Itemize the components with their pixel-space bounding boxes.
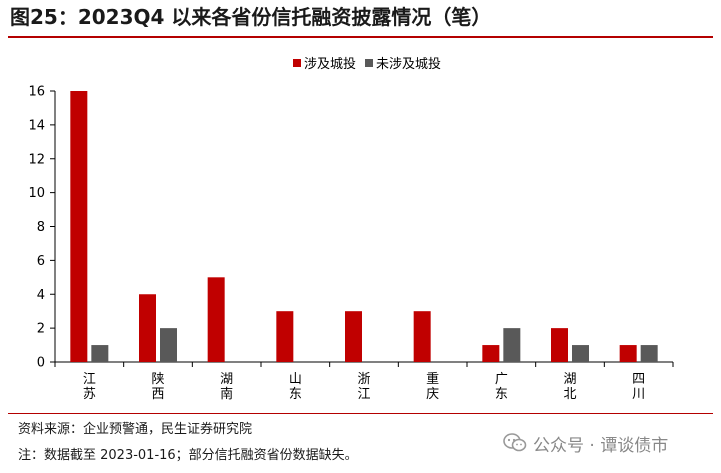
bar-series-2 <box>91 345 109 362</box>
bar-series-1 <box>345 311 362 362</box>
x-tick-label: 湖南 <box>220 372 233 402</box>
legend: 涉及城投 未涉及城投 <box>293 56 441 72</box>
source-note: 资料来源：企业预警通，民生证券研究院 <box>18 422 253 437</box>
bar-series-1 <box>139 294 156 362</box>
x-axis: 江苏 陕西 湖南 山东 浙江 重庆 广东 湖北 四川 <box>54 361 674 402</box>
bar-series-1 <box>482 345 500 362</box>
bar-series-2 <box>160 328 177 362</box>
bar-series-1 <box>207 277 225 362</box>
x-tick-label: 四川 <box>632 372 645 402</box>
bar-series-1 <box>276 311 294 362</box>
bar-series-2 <box>572 345 589 362</box>
bar-series-2 <box>640 345 658 362</box>
x-tick-label: 浙江 <box>357 372 370 402</box>
y-tick-label: 8 <box>37 220 45 235</box>
y-axis: 0 2 4 6 8 10 12 14 16 <box>28 85 56 371</box>
y-tick-label: 10 <box>28 186 45 201</box>
bar-series-1 <box>619 345 637 362</box>
legend-swatch <box>365 59 373 67</box>
x-tick-label: 江苏 <box>83 372 96 402</box>
x-tick-label: 重庆 <box>426 371 439 402</box>
bar-series-1 <box>551 328 568 362</box>
x-tick-label: 广东 <box>495 372 508 402</box>
y-tick-label: 6 <box>37 254 45 269</box>
legend-item: 未涉及城投 <box>365 56 441 72</box>
x-tick-label: 陕西 <box>151 372 164 402</box>
bar-chart: 涉及城投 未涉及城投 0 2 4 6 8 10 12 14 16 江苏 陕西 湖南 山东 浙江 重庆 广东 湖北… <box>28 56 674 402</box>
title-divider <box>8 36 713 38</box>
x-tick-label: 湖北 <box>563 372 576 402</box>
legend-item: 涉及城投 <box>293 56 356 72</box>
bars <box>70 91 658 362</box>
bar-series-1 <box>70 91 88 362</box>
y-tick-label: 0 <box>37 356 45 371</box>
legend-swatch <box>293 59 301 67</box>
footnote: 注：数据截至 2023-01-16；部分信托融资省份数据缺失。 <box>18 448 358 463</box>
bar-series-2 <box>503 328 521 362</box>
x-tick-label: 山东 <box>289 372 302 402</box>
y-tick-label: 14 <box>28 118 45 133</box>
watermark: 公众号 · 谭谈债市 <box>503 430 713 456</box>
y-tick-label: 4 <box>37 288 45 303</box>
legend-label: 未涉及城投 <box>376 56 441 72</box>
footer-divider <box>8 413 713 414</box>
legend-label: 涉及城投 <box>304 56 356 72</box>
y-tick-label: 16 <box>28 85 45 100</box>
page-title: 图25：2023Q4 以来各省份信托融资披露情况（笔） <box>10 5 492 29</box>
wechat-icon <box>503 432 527 454</box>
y-tick-label: 2 <box>37 322 45 337</box>
y-tick-label: 12 <box>28 152 45 167</box>
watermark-text: 公众号 · 谭谈债市 <box>533 435 669 456</box>
bar-series-1 <box>413 311 431 362</box>
